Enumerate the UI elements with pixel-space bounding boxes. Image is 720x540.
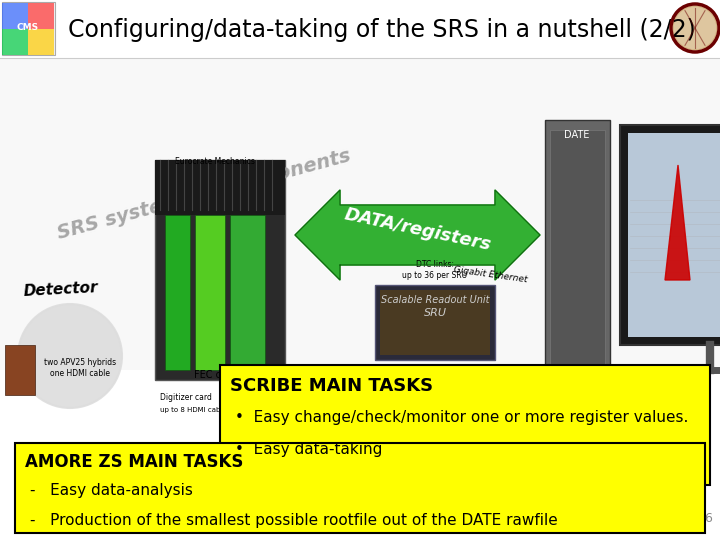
Text: AMORE ZS MAIN TASKS: AMORE ZS MAIN TASKS bbox=[25, 453, 243, 471]
Text: two APV25 hybrids
one HDMI cable: two APV25 hybrids one HDMI cable bbox=[44, 359, 116, 377]
Text: DATA/registers: DATA/registers bbox=[342, 206, 492, 254]
Polygon shape bbox=[665, 165, 690, 280]
Text: 6: 6 bbox=[704, 512, 712, 525]
Text: SCRIBE MAIN TASKS: SCRIBE MAIN TASKS bbox=[230, 377, 433, 395]
Text: DATE: DATE bbox=[564, 130, 590, 140]
FancyBboxPatch shape bbox=[155, 160, 285, 380]
Text: Configuring/data-taking of the SRS in a nutshell (2/2): Configuring/data-taking of the SRS in a … bbox=[68, 18, 696, 42]
FancyBboxPatch shape bbox=[155, 160, 285, 215]
FancyBboxPatch shape bbox=[28, 3, 54, 29]
FancyBboxPatch shape bbox=[620, 125, 720, 345]
FancyBboxPatch shape bbox=[375, 285, 495, 360]
Text: DTC links:
up to 36 per SRU: DTC links: up to 36 per SRU bbox=[402, 260, 467, 280]
Text: SRS system all components: SRS system all components bbox=[55, 146, 353, 244]
FancyBboxPatch shape bbox=[2, 2, 55, 55]
Text: FEC card: FEC card bbox=[194, 370, 236, 380]
Circle shape bbox=[18, 304, 122, 408]
FancyBboxPatch shape bbox=[5, 345, 35, 395]
FancyBboxPatch shape bbox=[220, 365, 710, 485]
Text: •  Easy data-taking: • Easy data-taking bbox=[235, 442, 382, 457]
FancyBboxPatch shape bbox=[2, 3, 28, 29]
FancyBboxPatch shape bbox=[0, 0, 720, 58]
FancyBboxPatch shape bbox=[2, 29, 28, 55]
FancyBboxPatch shape bbox=[15, 443, 705, 533]
FancyBboxPatch shape bbox=[195, 215, 225, 370]
Text: SRU: SRU bbox=[423, 308, 446, 318]
Text: -   Easy data-analysis: - Easy data-analysis bbox=[30, 483, 193, 498]
Polygon shape bbox=[295, 190, 540, 280]
FancyBboxPatch shape bbox=[380, 290, 490, 355]
FancyBboxPatch shape bbox=[0, 58, 720, 370]
Text: Digitizer card: Digitizer card bbox=[160, 394, 212, 402]
FancyBboxPatch shape bbox=[545, 120, 610, 375]
Text: Gigabit Ethernet: Gigabit Ethernet bbox=[453, 265, 528, 285]
Text: -   Production of the smallest possible rootfile out of the DATE rawfile: - Production of the smallest possible ro… bbox=[30, 513, 558, 528]
FancyBboxPatch shape bbox=[165, 215, 190, 370]
FancyBboxPatch shape bbox=[230, 215, 265, 370]
Text: •  Easy change/check/monitor one or more register values.: • Easy change/check/monitor one or more … bbox=[235, 410, 688, 425]
Text: up to 8 HDMI cables: up to 8 HDMI cables bbox=[160, 407, 230, 413]
Text: CMS: CMS bbox=[17, 24, 39, 32]
Text: Scalable Readout Unit: Scalable Readout Unit bbox=[381, 295, 490, 305]
FancyBboxPatch shape bbox=[28, 29, 54, 55]
FancyBboxPatch shape bbox=[550, 130, 605, 365]
Text: Eurocrate Mechanics: Eurocrate Mechanics bbox=[175, 158, 255, 166]
Circle shape bbox=[673, 6, 717, 50]
FancyBboxPatch shape bbox=[628, 133, 720, 337]
Text: Detector: Detector bbox=[23, 281, 99, 300]
